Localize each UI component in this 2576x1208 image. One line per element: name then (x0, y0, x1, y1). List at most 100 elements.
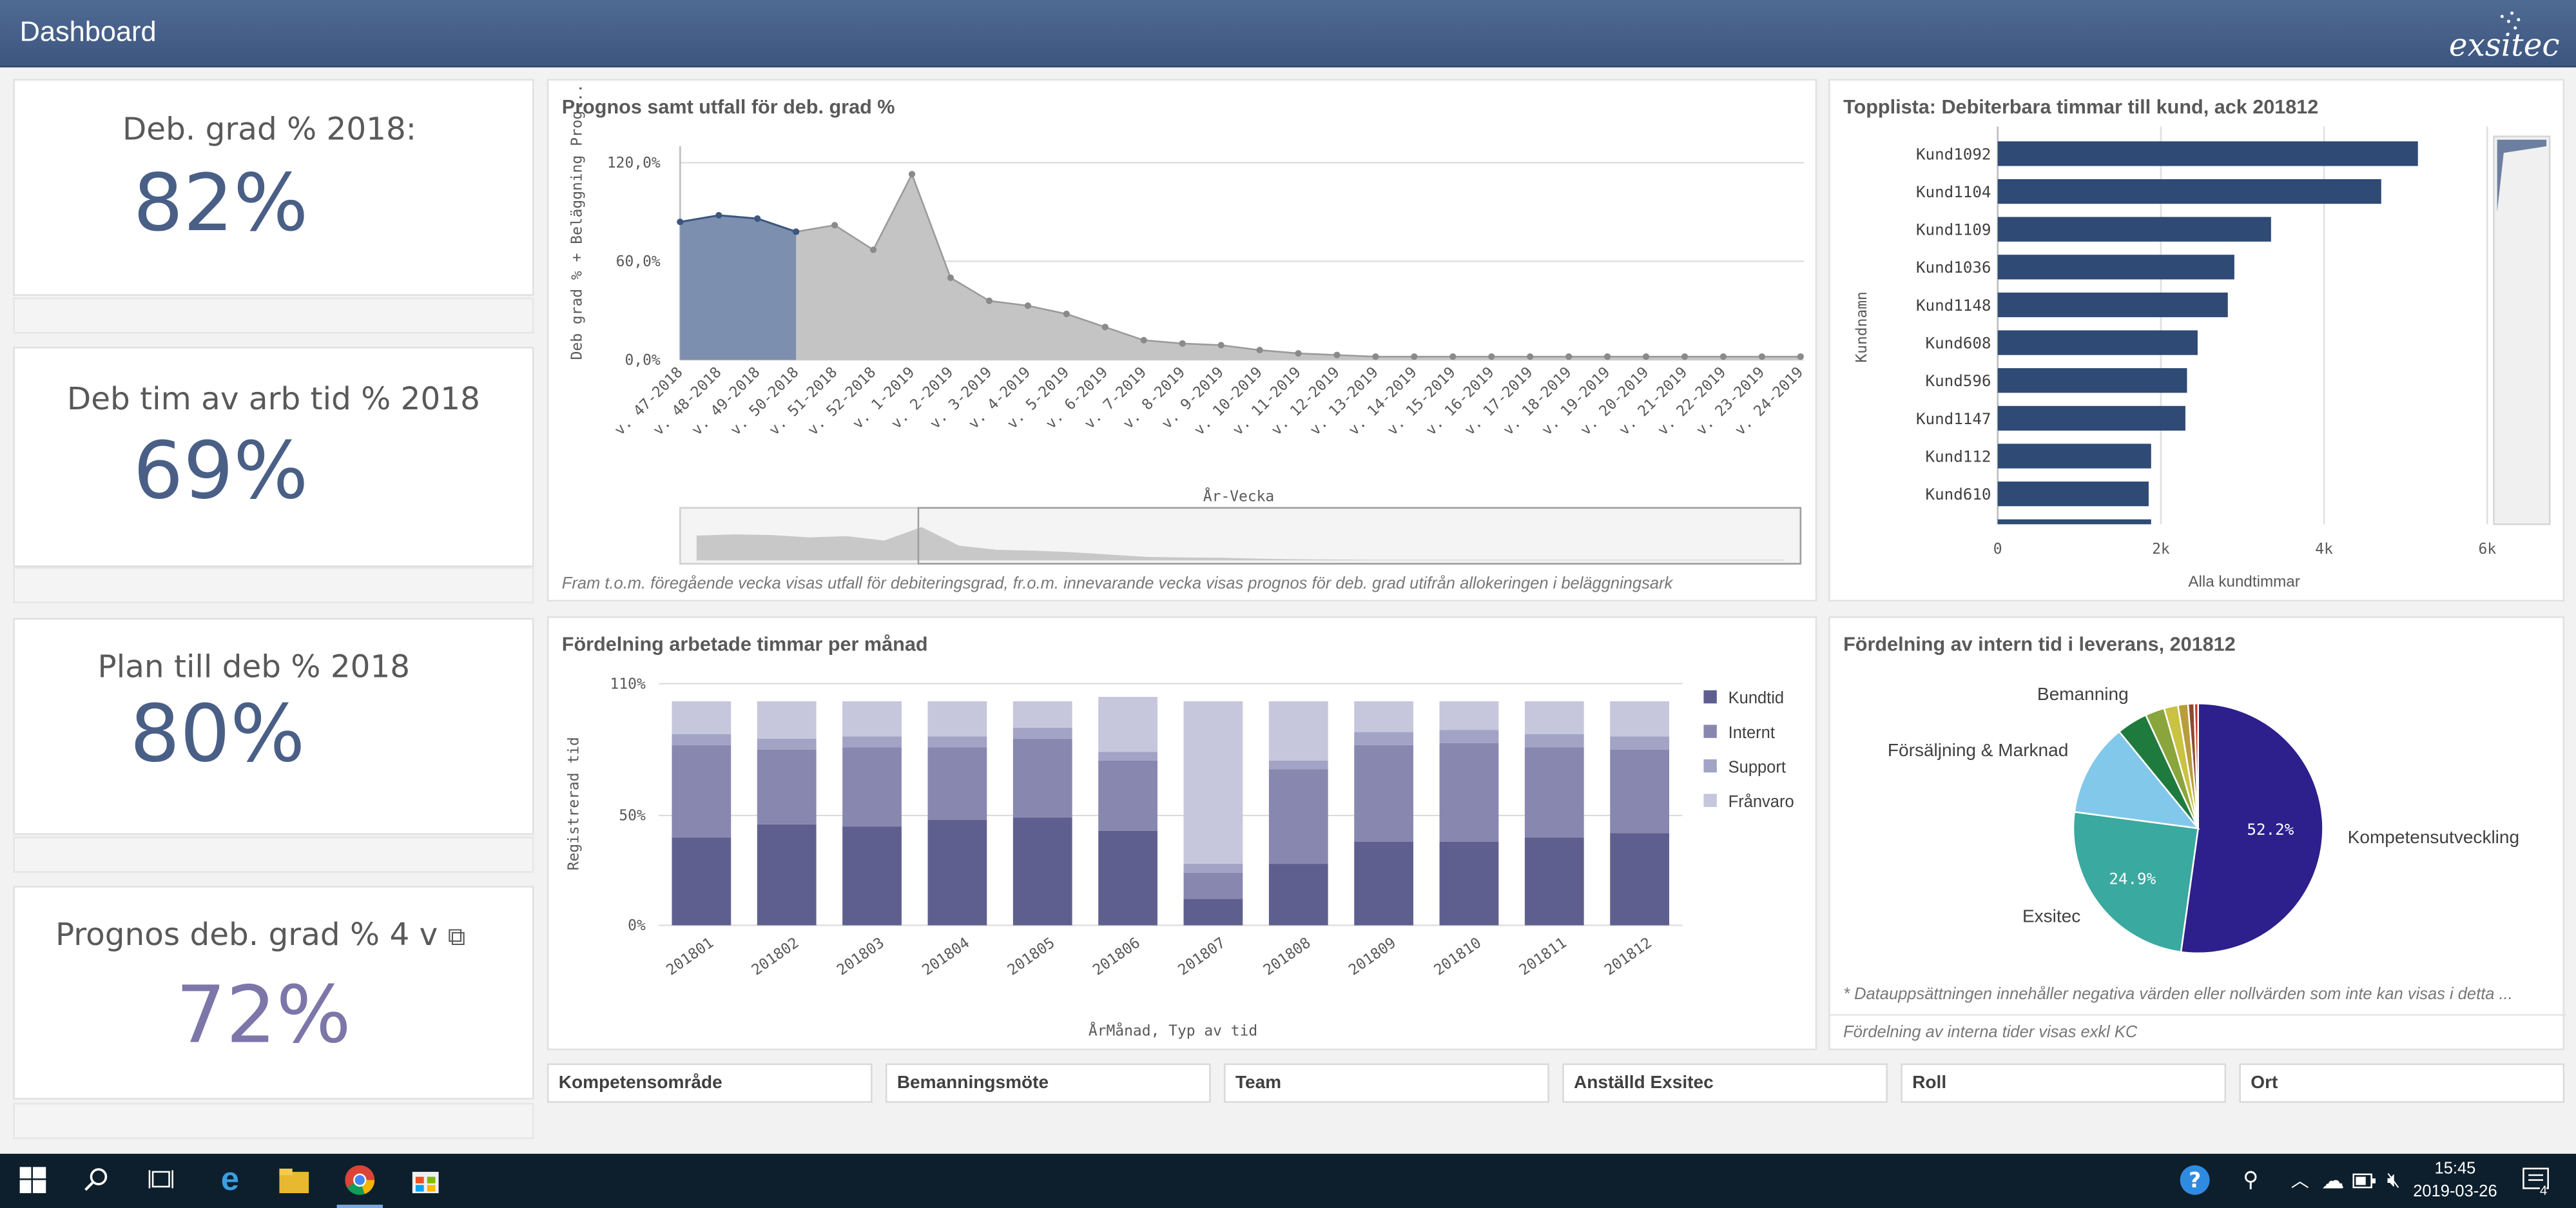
edge-browser-icon[interactable]: e (220, 1161, 240, 1198)
chevron-up-icon[interactable]: ︿ (2290, 1171, 2309, 1192)
chart-title: Prognos samt utfall för deb. grad % (561, 95, 895, 119)
data-point (908, 171, 916, 178)
kpi-value: 72% (175, 969, 351, 1062)
search-icon[interactable] (81, 1164, 113, 1196)
page-title: Dashboard (19, 16, 157, 48)
help-icon[interactable]: ? (2178, 1164, 2211, 1196)
y-axis-title: Deb grad % + Beläggning Prog... (568, 84, 585, 360)
kpi-footer (13, 836, 534, 873)
bar (1997, 179, 2381, 204)
stacked-bar-segment (1610, 701, 1669, 737)
bar (1997, 141, 2418, 166)
stacked-bar-segment (1439, 841, 1499, 926)
taskbar-clock[interactable]: 15:45 2019-03-26 (2413, 1159, 2497, 1205)
data-point (1681, 353, 1689, 360)
toplist-chart[interactable]: 0 2k 4k 6k Kund1092 Kund1104 Kund1109 Kund1036 K… (1830, 81, 2566, 603)
stacked-bar-segment (1524, 747, 1584, 838)
stacked-bar-segment (1012, 817, 1072, 926)
x-tick-label: 201806 (1090, 935, 1143, 979)
stacked-bar-segment (1098, 697, 1157, 752)
data-point (985, 297, 993, 304)
monthly-chart-card[interactable]: Fördelning arbetade timmar per månad 110… (547, 616, 1818, 1052)
x-axis-title: ÅrMånad, Typ av tid (1089, 1021, 1257, 1039)
pie-label: Exsitec (2022, 906, 2080, 926)
stacked-bar-segment (1098, 830, 1157, 926)
data-point (1024, 302, 1031, 309)
pie-slice (2193, 702, 2199, 829)
forecast-chart[interactable]: 120,0% 60,0% 0,0% Deb grad % + Beläggning P… (548, 81, 1818, 603)
data-point (1256, 346, 1263, 354)
stacked-bar-segment (1354, 745, 1413, 842)
stacked-bar-segment (672, 734, 731, 746)
battery-icon[interactable] (2348, 1164, 2381, 1196)
stacked-bar-segment (1183, 701, 1243, 864)
legend-label: Internt (1729, 724, 1775, 742)
y-tick-label: 50% (619, 808, 646, 824)
x-axis-title: Alla kundtimmar (2188, 573, 2300, 590)
notifications-icon[interactable] (2520, 1164, 2553, 1196)
stacked-bar-segment (757, 824, 817, 926)
data-point (1565, 353, 1573, 360)
task-view-icon[interactable] (144, 1164, 177, 1196)
y-tick-label: 110% (610, 676, 646, 692)
scroll-preview (2493, 135, 2551, 525)
external-link-icon[interactable]: ⧉ (447, 922, 466, 952)
filter-roll[interactable]: Roll (1901, 1063, 2227, 1103)
x-axis-title: År-Vecka (1203, 487, 1274, 505)
windows-taskbar: e ? ⚲ ︿ ☁ 🔇︎ 15:45 2019-03-26 4 (0, 1153, 2576, 1208)
pie-pct-label: 52.2% (2247, 821, 2294, 839)
filter-ort[interactable]: Ort (2239, 1063, 2565, 1103)
legend-swatch (1703, 690, 1717, 704)
data-point (677, 219, 684, 226)
clock-date: 2019-03-26 (2413, 1183, 2497, 1202)
filter-bemanningsmote[interactable]: Bemanningsmöte (885, 1063, 1211, 1103)
y-tick-label: Kund112 (1926, 447, 1991, 465)
data-point (1449, 353, 1457, 360)
bar (1997, 482, 2149, 507)
people-icon[interactable]: ⚲ (2243, 1167, 2259, 1192)
legend-label: Kundtid (1729, 689, 1784, 707)
monthly-chart[interactable]: 110% 50% 0% 201801 201802 201803 201804 201805 2… (548, 618, 1818, 1052)
stacked-bar-segment (1524, 701, 1584, 735)
kpi-card-deb-grad[interactable]: Deb. grad % 2018: 82% (13, 79, 534, 296)
data-point (1758, 353, 1765, 360)
kpi-value: 82% (133, 157, 309, 250)
legend-swatch (1703, 759, 1717, 773)
store-icon[interactable] (409, 1164, 442, 1196)
data-point (869, 246, 877, 253)
kpi-card-deb-tim[interactable]: Deb tim av arb tid % 2018 69% (13, 346, 534, 567)
stacked-bar-segment (1268, 769, 1328, 864)
y-tick-label: Kund1109 (1916, 221, 1991, 239)
windows-start-icon[interactable] (16, 1164, 49, 1196)
x-tick-label: 201802 (749, 935, 802, 979)
divider (1830, 1014, 2566, 1016)
pie-label: Bemanning (2037, 684, 2129, 704)
y-tick-label: Kund610 (1926, 485, 1991, 503)
file-explorer-icon[interactable] (278, 1164, 311, 1196)
data-point (1063, 310, 1070, 318)
pie-chart-card[interactable]: Fördelning av intern tid i leverans, 201… (1828, 616, 2566, 1051)
bar (1997, 368, 2187, 393)
kpi-card-prognos[interactable]: Prognos deb. grad % 4 v ⧉ 72% (13, 886, 534, 1100)
cloud-icon[interactable]: ☁ (2321, 1165, 2345, 1193)
pie-chart[interactable]: 52.2% 24.9% Kompetensutveckling Exsitec Förs… (1830, 618, 2566, 996)
filter-team[interactable]: Team (1224, 1063, 1549, 1103)
x-tick-label: 201809 (1346, 935, 1399, 979)
toplist-chart-card[interactable]: Topplista: Debiterbara timmar till kund,… (1828, 79, 2566, 603)
kpi-footer (13, 567, 534, 603)
chart-title: Fördelning arbetade timmar per månad (561, 632, 928, 656)
x-tick-label: 201812 (1602, 935, 1655, 979)
stacked-bar-segment (842, 826, 902, 926)
stacked-bar-segment (1610, 749, 1669, 833)
actual-line (680, 214, 797, 233)
forecast-chart-card[interactable]: Prognos samt utfall för deb. grad % 120,… (547, 79, 1818, 603)
filter-kompetensomrade[interactable]: Kompetensområde (547, 1063, 873, 1103)
volume-mute-icon[interactable]: 🔇︎ (2387, 1167, 2401, 1192)
data-point (715, 211, 722, 219)
data-point (1333, 351, 1341, 358)
clock-time: 15:45 (2434, 1160, 2476, 1179)
filter-anstalld[interactable]: Anställd Exsitec (1562, 1063, 1888, 1103)
kpi-card-plan-deb[interactable]: Plan till deb % 2018 80% (13, 618, 534, 835)
stacked-bar-segment (1012, 701, 1072, 728)
chrome-icon[interactable] (344, 1164, 376, 1196)
